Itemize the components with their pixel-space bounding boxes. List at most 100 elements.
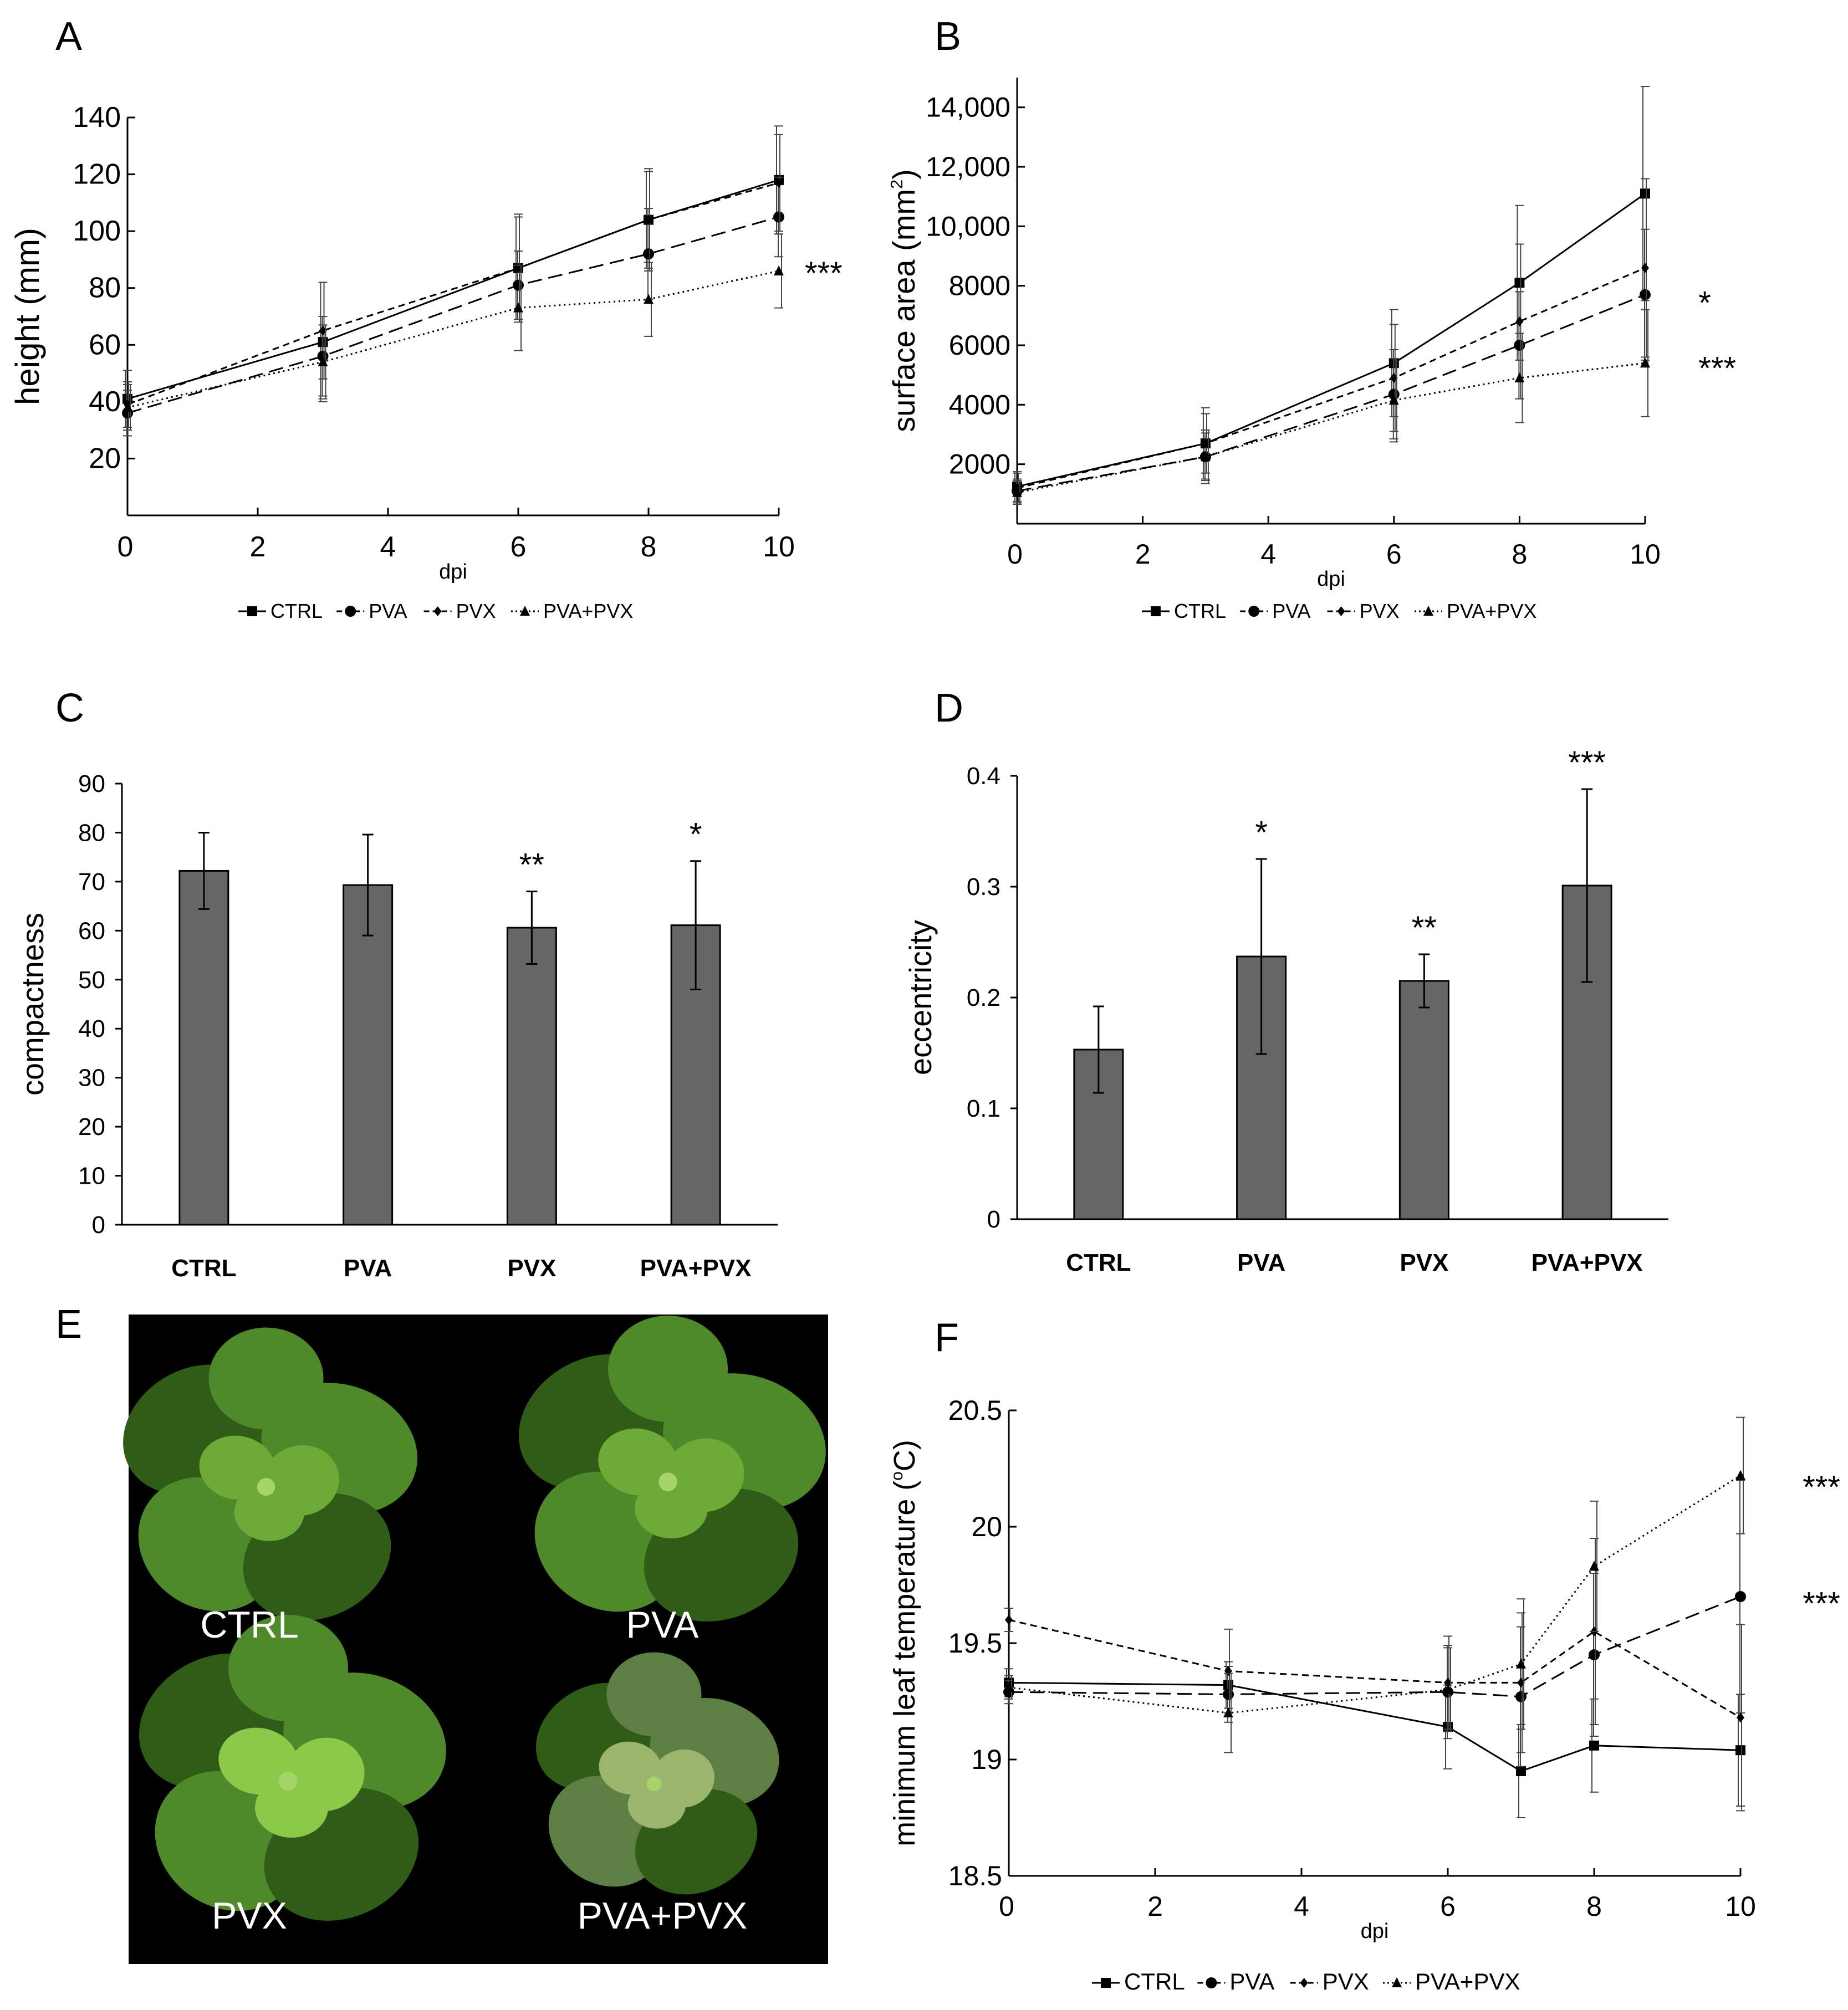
x-axis-label: dpi xyxy=(1317,567,1345,591)
panel-d-letter: D xyxy=(935,686,963,730)
leaf xyxy=(598,1428,678,1496)
data-point xyxy=(1200,451,1211,462)
legend-marker xyxy=(1101,1978,1111,1988)
y-axis-label-text: minimum leaf temperature ( xyxy=(888,1481,921,1847)
series-line xyxy=(1008,1595,1741,1698)
series-line xyxy=(1017,193,1646,488)
bar-group-pvx: PVX ** xyxy=(506,847,557,1282)
y-axis-label: height (mm) xyxy=(9,228,46,405)
data-point xyxy=(1641,263,1649,273)
legend-marker xyxy=(1300,1978,1308,1988)
x-tick-label: 4 xyxy=(1294,1891,1309,1922)
x-tick-label: 6 xyxy=(1440,1891,1456,1922)
series-ctrl xyxy=(1012,86,1650,502)
x-tick-label: 2 xyxy=(1147,1891,1163,1922)
legend-label: PVX xyxy=(1360,600,1400,622)
data-point xyxy=(1735,1470,1745,1480)
series-pva xyxy=(122,176,784,437)
bar-group-pva-pvx: PVA+PVX * xyxy=(640,817,752,1282)
bar-group-pva: PVA xyxy=(343,833,394,1282)
y-tick-label: 0 xyxy=(987,1206,1000,1233)
x-tick-label: 8 xyxy=(1586,1891,1602,1922)
y-tick-label: 0 xyxy=(92,1211,105,1239)
series-ctrl xyxy=(122,125,784,428)
legend-label: PVA xyxy=(1272,600,1310,622)
x-category-label: CTRL xyxy=(171,1255,236,1282)
leaf xyxy=(599,1741,662,1795)
x-tick-label: 8 xyxy=(641,531,657,563)
significance-marker: ** xyxy=(1412,910,1437,946)
y-axis-label: minimum leaf temperature (oC) xyxy=(888,1440,921,1847)
data-point xyxy=(122,402,132,412)
bar xyxy=(1398,980,1449,1220)
plant-center xyxy=(646,1776,662,1792)
data-point xyxy=(1640,289,1651,300)
data-point xyxy=(1443,1684,1453,1694)
data-point xyxy=(513,302,523,313)
series-line xyxy=(1008,1475,1741,1714)
series-pva-pvx xyxy=(1012,309,1650,505)
legend: CTRL PVA PVX PVA+PVX xyxy=(238,600,633,622)
y-tick-label: 20.5 xyxy=(948,1395,1002,1426)
data-point xyxy=(1589,1649,1600,1660)
legend-marker xyxy=(433,606,442,616)
y-tick-label: 80 xyxy=(78,819,105,846)
panel-e-plant-photos: CTRL PVA PVX PVA+PVX xyxy=(123,1315,828,1964)
y-tick-label: 90 xyxy=(78,770,105,797)
legend-marker xyxy=(1151,606,1161,616)
data-point xyxy=(1005,1615,1013,1625)
panel-b-line-chart: 2000 4000 6000 8000 10,000 12,000 14,000 0 2 4 6 8 1… xyxy=(886,78,1736,622)
y-tick-label: 120 xyxy=(73,158,121,191)
data-point xyxy=(1514,372,1525,383)
panel-d-bar-chart: 0 0.1 0.2 0.3 0.4 CTRL PVA * PVX ** PVA+PVX *** ecce… xyxy=(903,745,1668,1276)
y-tick-label: 20 xyxy=(89,442,121,474)
significance-annotation: *** xyxy=(1803,1586,1840,1622)
bar-group-pva: PVA * xyxy=(1236,815,1287,1276)
x-axis-label: dpi xyxy=(439,560,467,584)
x-category-label: PVX xyxy=(1400,1249,1448,1276)
data-point xyxy=(1223,1707,1233,1717)
y-axis-label-text: height (mm) xyxy=(9,228,46,405)
data-point xyxy=(513,279,524,291)
significance-annotation: *** xyxy=(1803,1469,1840,1505)
data-point xyxy=(1012,487,1022,497)
y-tick-label: 30 xyxy=(78,1065,105,1092)
x-category-label: PVA xyxy=(344,1255,392,1282)
series-line xyxy=(127,270,779,408)
data-point xyxy=(1640,188,1650,199)
leaf xyxy=(218,1727,298,1795)
significance-annotation: *** xyxy=(805,255,843,291)
data-point xyxy=(773,211,784,223)
panel-b-letter: B xyxy=(935,14,961,59)
legend-marker xyxy=(1248,606,1260,617)
data-point xyxy=(645,214,652,225)
y-tick-label: 19 xyxy=(971,1744,1002,1775)
legend-marker xyxy=(247,606,257,616)
legend-label: PVA xyxy=(369,600,407,622)
y-tick-label: 10,000 xyxy=(926,211,1010,242)
legend-marker xyxy=(520,606,530,616)
data-point xyxy=(1004,1681,1014,1692)
series-pvx xyxy=(1013,178,1650,504)
y-tick-label: 20 xyxy=(78,1113,105,1140)
series-ctrl xyxy=(1004,1661,1745,1818)
y-tick-label: 19.5 xyxy=(948,1628,1002,1659)
legend-label: PVA+PVX xyxy=(1415,1968,1520,1994)
y-tick-label: 2000 xyxy=(949,449,1010,480)
data-point xyxy=(643,248,654,260)
plant-center xyxy=(279,1772,298,1791)
significance-marker: * xyxy=(690,817,702,853)
y-tick-label: 0.2 xyxy=(967,984,1000,1011)
panel-a-line-chart: 20 40 60 80 100 120 140 0 2 4 6 8 10 dpi height (mm) **… xyxy=(9,101,843,622)
data-point xyxy=(1589,1740,1599,1751)
x-category-label: PVA xyxy=(1237,1249,1285,1276)
y-tick-label: 6000 xyxy=(949,330,1010,361)
y-axis-label-superscript: 2 xyxy=(887,180,906,189)
y-tick-label: 60 xyxy=(89,329,121,361)
data-point xyxy=(1735,1591,1746,1602)
x-tick-label: 10 xyxy=(763,531,795,563)
significance-marker: * xyxy=(1255,815,1268,851)
y-axis-label: surface area (mm2) xyxy=(886,169,921,432)
x-tick-label: 8 xyxy=(1512,539,1527,570)
y-tick-label: 100 xyxy=(73,215,121,247)
